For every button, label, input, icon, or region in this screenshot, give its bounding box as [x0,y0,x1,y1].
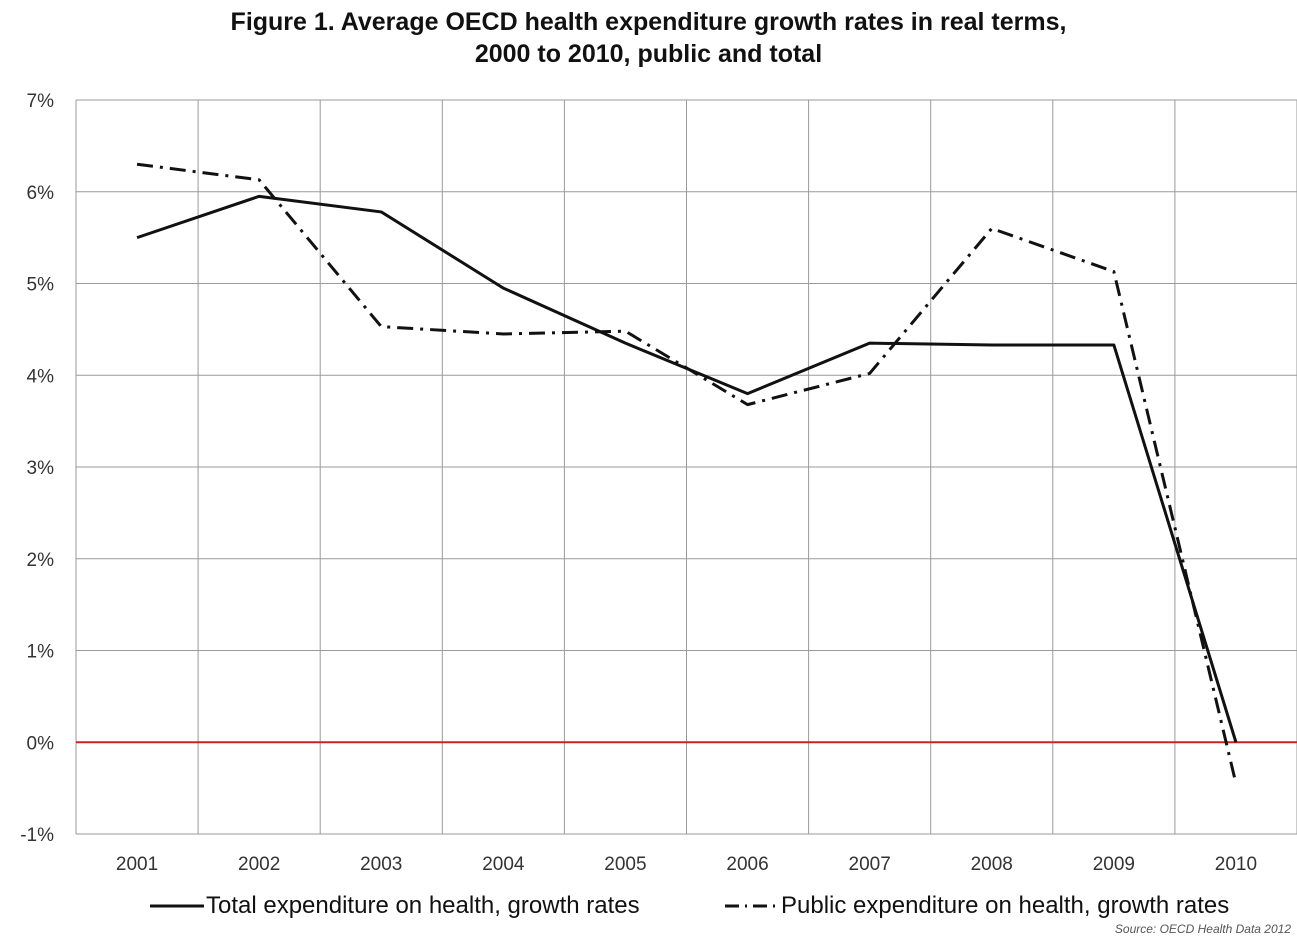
data-point [746,392,750,396]
x-tick-label: 2004 [482,854,525,875]
data-point [1112,270,1116,274]
data-point [135,236,139,240]
legend-label-total: Total expenditure on health, growth rate… [206,892,640,919]
data-point [135,162,139,166]
y-tick-label: -1% [20,825,54,846]
data-point [379,325,383,329]
data-point [746,403,750,407]
x-tick-label: 2006 [726,854,768,875]
chart-title-line-1: Figure 1. Average OECD health expenditur… [230,8,1067,36]
source-note: Source: OECD Health Data 2012 [1114,922,1291,936]
data-point [990,226,994,230]
data-point [501,332,505,336]
legend-swatch-dash-dot [725,904,779,908]
y-tick-label: 1% [27,642,55,663]
x-tick-label: 2001 [116,854,158,875]
legend-item-total: Total expenditure on health, growth rate… [150,889,640,923]
data-point [1112,343,1116,347]
data-point [257,178,261,182]
data-point [379,210,383,214]
data-point [1234,740,1238,744]
y-tick-label: 0% [27,733,55,754]
legend-item-public: Public expenditure on health, growth rat… [725,889,1229,923]
chart-legend: Total expenditure on health, growth rate… [150,889,1290,923]
data-point [623,329,627,333]
y-tick-label: 7% [27,91,55,112]
data-point [1234,782,1238,786]
data-point [990,343,994,347]
data-point [868,371,872,375]
y-tick-label: 6% [27,183,55,204]
legend-label-public: Public expenditure on health, growth rat… [781,892,1230,919]
x-tick-label: 2005 [604,854,646,875]
series-line-public [136,162,1238,784]
x-tick-label: 2002 [238,854,280,875]
chart-title: Figure 1. Average OECD health expenditur… [0,6,1297,70]
data-point [868,341,872,345]
legend-swatch-solid [150,904,204,908]
y-tick-label: 4% [27,366,55,387]
x-tick-label: 2003 [360,854,402,875]
data-point [257,194,261,198]
x-tick-label: 2008 [971,854,1013,875]
x-tick-label: 2007 [849,854,891,875]
y-tick-label: 2% [27,550,55,571]
x-tick-label: 2010 [1215,854,1257,875]
y-tick-label: 5% [27,275,55,296]
data-point [501,286,505,290]
x-tick-label: 2009 [1093,854,1135,875]
y-tick-label: 3% [27,458,55,479]
data-point [623,341,627,345]
chart-title-line-2: 2000 to 2010, public and total [474,40,823,68]
